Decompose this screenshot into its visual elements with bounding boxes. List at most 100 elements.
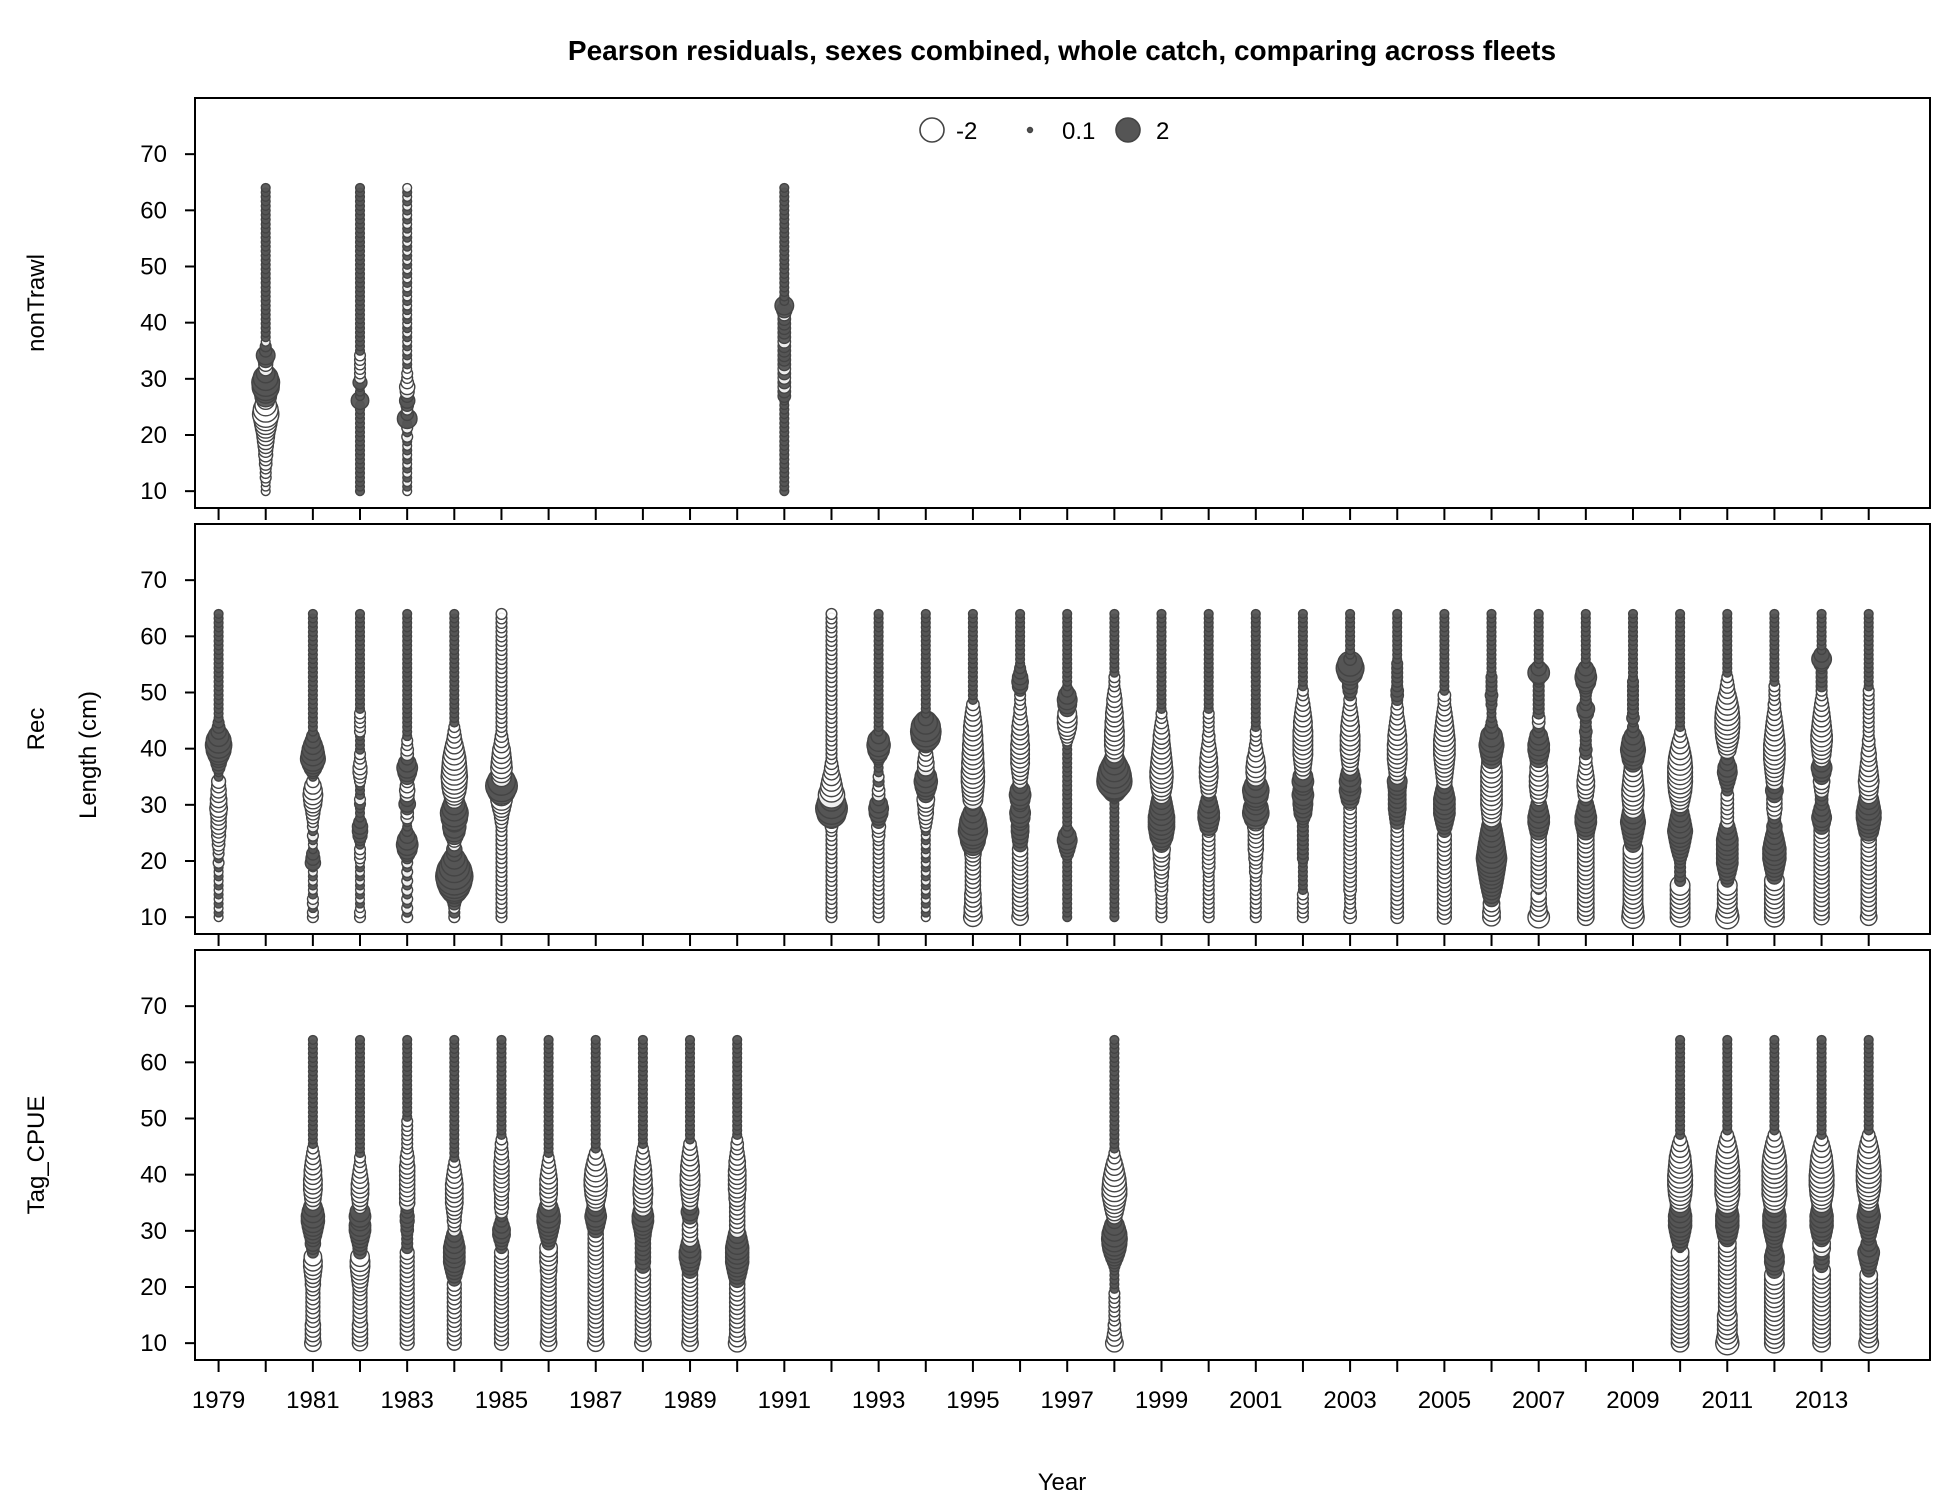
residual-bubble bbox=[543, 1034, 554, 1045]
residual-bubble bbox=[1439, 608, 1450, 619]
x-tick-label: 2007 bbox=[1512, 1387, 1565, 1414]
panel-Rec: 10 20 30 40 50 60 70 Rec bbox=[23, 523, 1931, 935]
residual-bubble bbox=[449, 1034, 460, 1045]
residual-bubble bbox=[779, 182, 790, 193]
residual-bubble bbox=[495, 607, 508, 620]
panels-group: 10203040506070nonTrawl10203040506070Rec1… bbox=[23, 97, 1931, 1361]
y-tick-label: 10 bbox=[140, 904, 167, 931]
x-tick-label: 1997 bbox=[1041, 1387, 1094, 1414]
legend-label: -2 bbox=[956, 118, 977, 145]
residual-bubble bbox=[825, 607, 838, 620]
residual-bubble bbox=[307, 608, 318, 619]
residual-bubble bbox=[637, 1034, 648, 1045]
chart-title: Pearson residuals, sexes combined, whole… bbox=[568, 35, 1556, 66]
residual-bubble bbox=[967, 608, 978, 619]
residual-bubble bbox=[1203, 608, 1214, 619]
panel-Tag_CPUE: 10 20 30 40 50 60 70 Tag_CPUE bbox=[23, 949, 1931, 1361]
residual-bubble bbox=[1580, 608, 1591, 619]
x-tick-label: 2001 bbox=[1229, 1387, 1282, 1414]
residual-bubble bbox=[1015, 608, 1026, 619]
y-tick-label: 50 bbox=[140, 253, 167, 280]
residual-bubble bbox=[684, 1034, 696, 1045]
x-tick-label: 1991 bbox=[758, 1387, 811, 1414]
y-tick-label: 40 bbox=[140, 1162, 167, 1189]
residual-bubble bbox=[449, 608, 460, 619]
residual-bubble bbox=[402, 608, 413, 619]
legend-bubble bbox=[1026, 126, 1034, 134]
residual-bubble bbox=[1109, 608, 1120, 619]
residual-bubble bbox=[1769, 608, 1780, 619]
y-tick-label: 70 bbox=[140, 993, 167, 1020]
residual-bubble bbox=[1297, 608, 1308, 619]
x-axis-title: Year bbox=[1038, 1469, 1087, 1496]
x-tick-label: 1995 bbox=[946, 1387, 999, 1414]
x-tick-label: 1983 bbox=[380, 1387, 433, 1414]
residual-bubble bbox=[213, 608, 224, 619]
y-tick-label: 60 bbox=[140, 1049, 167, 1076]
x-tick-label: 1993 bbox=[852, 1387, 905, 1414]
x-tick-label: 1987 bbox=[569, 1387, 622, 1414]
panel-label: Rec bbox=[23, 708, 50, 751]
residual-bubble bbox=[1062, 608, 1073, 619]
y-tick-label: 20 bbox=[140, 1274, 167, 1301]
y-tick-label: 30 bbox=[140, 366, 167, 393]
y-tick-label: 40 bbox=[140, 310, 167, 337]
x-tick-label: 2005 bbox=[1418, 1387, 1471, 1414]
residual-bubble bbox=[496, 1034, 507, 1045]
residual-bubble bbox=[354, 1034, 366, 1045]
residual-bubble bbox=[1392, 608, 1403, 619]
residual-bubble bbox=[1156, 608, 1167, 619]
y-tick-label: 40 bbox=[140, 736, 167, 763]
residual-bubble bbox=[1345, 608, 1356, 619]
x-tick-label: 1981 bbox=[286, 1387, 339, 1414]
y-tick-label: 50 bbox=[140, 1105, 167, 1132]
panel-frame bbox=[194, 97, 1931, 509]
panel-label: nonTrawl bbox=[23, 254, 50, 352]
y-tick-label: 20 bbox=[140, 848, 167, 875]
residual-bubble bbox=[260, 182, 271, 193]
residual-bubble bbox=[1627, 608, 1639, 619]
residual-bubble bbox=[1722, 1034, 1733, 1045]
legend-bubble bbox=[1115, 117, 1141, 143]
residual-bubble bbox=[1533, 608, 1544, 619]
x-tick-label: 2011 bbox=[1701, 1387, 1753, 1414]
residual-bubble bbox=[354, 182, 366, 193]
residual-bubble bbox=[1863, 608, 1874, 619]
y-tick-label: 60 bbox=[140, 197, 167, 224]
y-tick-label: 50 bbox=[140, 679, 167, 706]
residual-bubble bbox=[920, 608, 931, 619]
residual-bubble bbox=[1722, 608, 1733, 619]
x-tick-label: 1989 bbox=[663, 1387, 716, 1414]
x-tick-label: 2009 bbox=[1606, 1387, 1659, 1414]
y-tick-label: 70 bbox=[140, 141, 167, 168]
y-tick-label: 70 bbox=[140, 567, 167, 594]
residual-bubble bbox=[1675, 608, 1686, 619]
y-tick-label: 10 bbox=[140, 478, 167, 505]
residual-bubble bbox=[1109, 1034, 1120, 1045]
residual-bubble bbox=[1486, 608, 1497, 619]
panel-frame bbox=[194, 949, 1931, 1361]
residual-bubble bbox=[307, 1034, 318, 1045]
residual-bubble bbox=[402, 1034, 413, 1045]
residual-bubble bbox=[1863, 1034, 1874, 1045]
residual-bubble bbox=[1675, 1034, 1686, 1045]
legend: -2 0.1 2 bbox=[919, 117, 1169, 145]
y-axis-title: Length (cm) bbox=[75, 691, 102, 819]
x-axis: 1979 1981 1983 1985 1987 1989 1991 1993 1995 1997… bbox=[192, 508, 1870, 1414]
residual-bubble bbox=[1250, 608, 1261, 619]
y-tick-label: 30 bbox=[140, 792, 167, 819]
x-tick-label: 2003 bbox=[1323, 1387, 1376, 1414]
y-tick-label: 10 bbox=[140, 1330, 167, 1357]
y-tick-label: 60 bbox=[140, 623, 167, 650]
legend-label: 2 bbox=[1156, 118, 1169, 145]
x-tick-label: 1979 bbox=[192, 1387, 245, 1414]
y-tick-label: 30 bbox=[140, 1218, 167, 1245]
x-tick-label: 2013 bbox=[1795, 1387, 1848, 1414]
residual-bubble bbox=[1816, 608, 1827, 619]
residual-bubble bbox=[873, 608, 884, 619]
x-tick-label: 1985 bbox=[475, 1387, 528, 1414]
residual-bubble bbox=[402, 182, 413, 193]
legend-bubble bbox=[919, 117, 945, 143]
residual-bubble bbox=[1769, 1034, 1780, 1045]
